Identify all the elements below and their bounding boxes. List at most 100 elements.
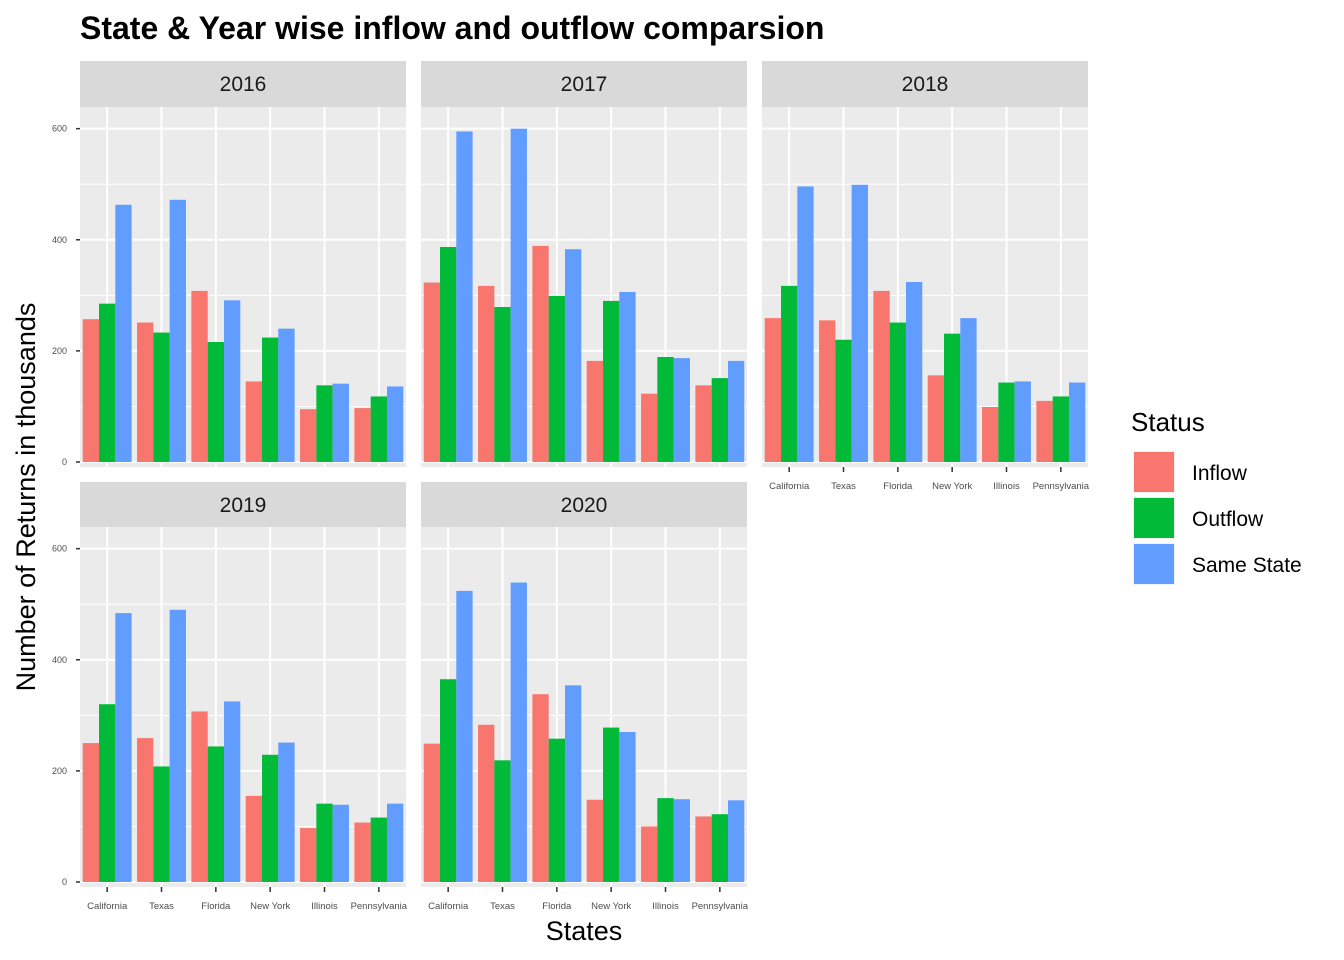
- bar-2016-pennsylvania-outflow: [370, 396, 387, 462]
- bar-2019-california-outflow: [99, 704, 116, 882]
- bar-2018-new-york-inflow: [927, 375, 945, 462]
- bar-2019-florida-outflow: [207, 746, 224, 882]
- bar-2017-texas-outflow: [494, 307, 511, 462]
- x-tick-label: New York: [932, 481, 972, 492]
- bar-2016-california-same-state: [115, 204, 132, 462]
- bar-2017-california-inflow: [423, 282, 441, 462]
- y-tick-label: 200: [52, 766, 67, 776]
- bar-2016-illinois-outflow: [316, 385, 333, 462]
- bar-2020-texas-same-state: [510, 582, 527, 882]
- bar-2018-california-outflow: [781, 285, 798, 462]
- bar-2019-california-same-state: [115, 613, 132, 882]
- x-tick-label: California: [428, 901, 469, 912]
- legend: Status Inflow Outflow Same State: [1131, 407, 1302, 585]
- bar-2017-california-outflow: [440, 247, 457, 462]
- y-tick-label: 200: [52, 346, 67, 356]
- x-tick-label: Texas: [831, 481, 856, 492]
- bar-2018-california-same-state: [797, 186, 814, 462]
- bar-2020-new-york-same-state: [619, 732, 636, 882]
- bar-2018-illinois-inflow: [982, 407, 999, 462]
- bar-2019-new-york-inflow: [245, 795, 263, 882]
- facet-strip-label: 2016: [220, 73, 267, 96]
- bar-2018-illinois-same-state: [1014, 381, 1031, 462]
- bar-2018-florida-inflow: [873, 290, 890, 462]
- bar-2020-pennsylvania-same-state: [727, 800, 745, 882]
- bar-2018-florida-outflow: [889, 322, 906, 462]
- x-tick-label: New York: [591, 901, 631, 912]
- bar-2017-pennsylvania-inflow: [695, 385, 712, 462]
- legend-label-outflow: Outflow: [1192, 508, 1264, 531]
- bar-2018-texas-inflow: [819, 320, 836, 462]
- bar-2019-florida-inflow: [191, 711, 208, 882]
- bar-2020-illinois-same-state: [673, 799, 690, 882]
- bar-2020-california-inflow: [423, 743, 441, 882]
- bar-2016-new-york-outflow: [262, 337, 279, 462]
- bar-2018-pennsylvania-outflow: [1052, 396, 1069, 462]
- x-tick-label: Texas: [490, 901, 515, 912]
- panel-background: [80, 107, 406, 467]
- bar-2016-illinois-same-state: [332, 383, 349, 462]
- bar-2017-illinois-inflow: [641, 393, 658, 462]
- facet-strip: [421, 61, 747, 107]
- bar-2019-illinois-outflow: [316, 803, 333, 882]
- x-tick-label: Illinois: [311, 901, 338, 912]
- facet-strip-label: 2018: [902, 73, 949, 96]
- facet-strip-label: 2017: [561, 73, 608, 96]
- bar-2017-texas-inflow: [478, 285, 495, 462]
- y-tick-label: 600: [52, 544, 67, 554]
- x-tick-label: Florida: [201, 901, 231, 912]
- x-tick-label: Texas: [149, 901, 174, 912]
- bar-2016-florida-outflow: [207, 342, 224, 462]
- panel-background: [762, 107, 1088, 467]
- x-tick-label: Florida: [542, 901, 572, 912]
- x-tick-label: California: [87, 901, 128, 912]
- facet-strip: [421, 482, 747, 528]
- x-tick-label: Pennsylvania: [351, 901, 408, 912]
- y-tick-label: 0: [62, 877, 67, 887]
- bar-2017-pennsylvania-outflow: [711, 378, 728, 462]
- bar-2020-florida-outflow: [548, 738, 565, 882]
- bar-2016-texas-inflow: [137, 322, 154, 462]
- bar-2020-florida-same-state: [564, 685, 582, 882]
- bar-2018-new-york-same-state: [960, 318, 977, 462]
- facet-panel-2020: 2020 California Texas Florida New York Illino…: [421, 482, 749, 912]
- bar-2017-california-same-state: [456, 131, 473, 462]
- x-tick-label: Illinois: [652, 901, 679, 912]
- bar-2016-new-york-inflow: [245, 381, 263, 462]
- bar-2019-texas-inflow: [137, 738, 154, 882]
- facet-panel-2016: 2016 0 200 400 600: [52, 61, 406, 467]
- bar-2020-texas-inflow: [478, 724, 495, 882]
- bar-2020-florida-inflow: [532, 694, 549, 882]
- facet-strip: [80, 61, 406, 107]
- bar-2017-florida-same-state: [564, 249, 582, 462]
- x-tick-label: California: [769, 481, 810, 492]
- bar-2016-texas-outflow: [153, 332, 170, 462]
- y-axis-title: Number of Returns in thousands: [11, 303, 41, 692]
- bar-2016-illinois-inflow: [300, 409, 317, 462]
- facet-panel-2017: 2017: [421, 61, 747, 467]
- bar-2020-illinois-inflow: [641, 826, 658, 882]
- y-tick-label: 0: [62, 457, 67, 467]
- bar-2020-california-same-state: [456, 590, 473, 882]
- bar-2017-florida-inflow: [532, 245, 549, 462]
- y-tick-label: 600: [52, 124, 67, 134]
- facet-strip-label: 2020: [561, 494, 608, 517]
- bar-2019-new-york-outflow: [262, 754, 279, 882]
- facet-panels: 2016 0 200 400 600 2017 2018 California Texas Flo…: [52, 61, 1090, 912]
- bar-2016-texas-same-state: [169, 199, 186, 462]
- bar-2019-new-york-same-state: [278, 742, 295, 882]
- bar-2019-texas-outflow: [153, 766, 170, 882]
- bar-2016-california-outflow: [99, 303, 116, 462]
- legend-key-inflow: [1134, 452, 1174, 492]
- bar-2020-texas-outflow: [494, 760, 511, 882]
- legend-label-inflow: Inflow: [1192, 462, 1248, 485]
- y-tick-label: 400: [52, 655, 67, 665]
- x-tick-label: Pennsylvania: [692, 901, 749, 912]
- bar-2019-illinois-inflow: [300, 828, 317, 882]
- bar-2019-california-inflow: [82, 743, 100, 882]
- bar-2020-pennsylvania-inflow: [695, 816, 712, 882]
- panel-background: [421, 107, 747, 467]
- bar-2017-pennsylvania-same-state: [727, 360, 745, 462]
- panel-background: [421, 527, 747, 887]
- bar-2019-pennsylvania-outflow: [370, 817, 387, 882]
